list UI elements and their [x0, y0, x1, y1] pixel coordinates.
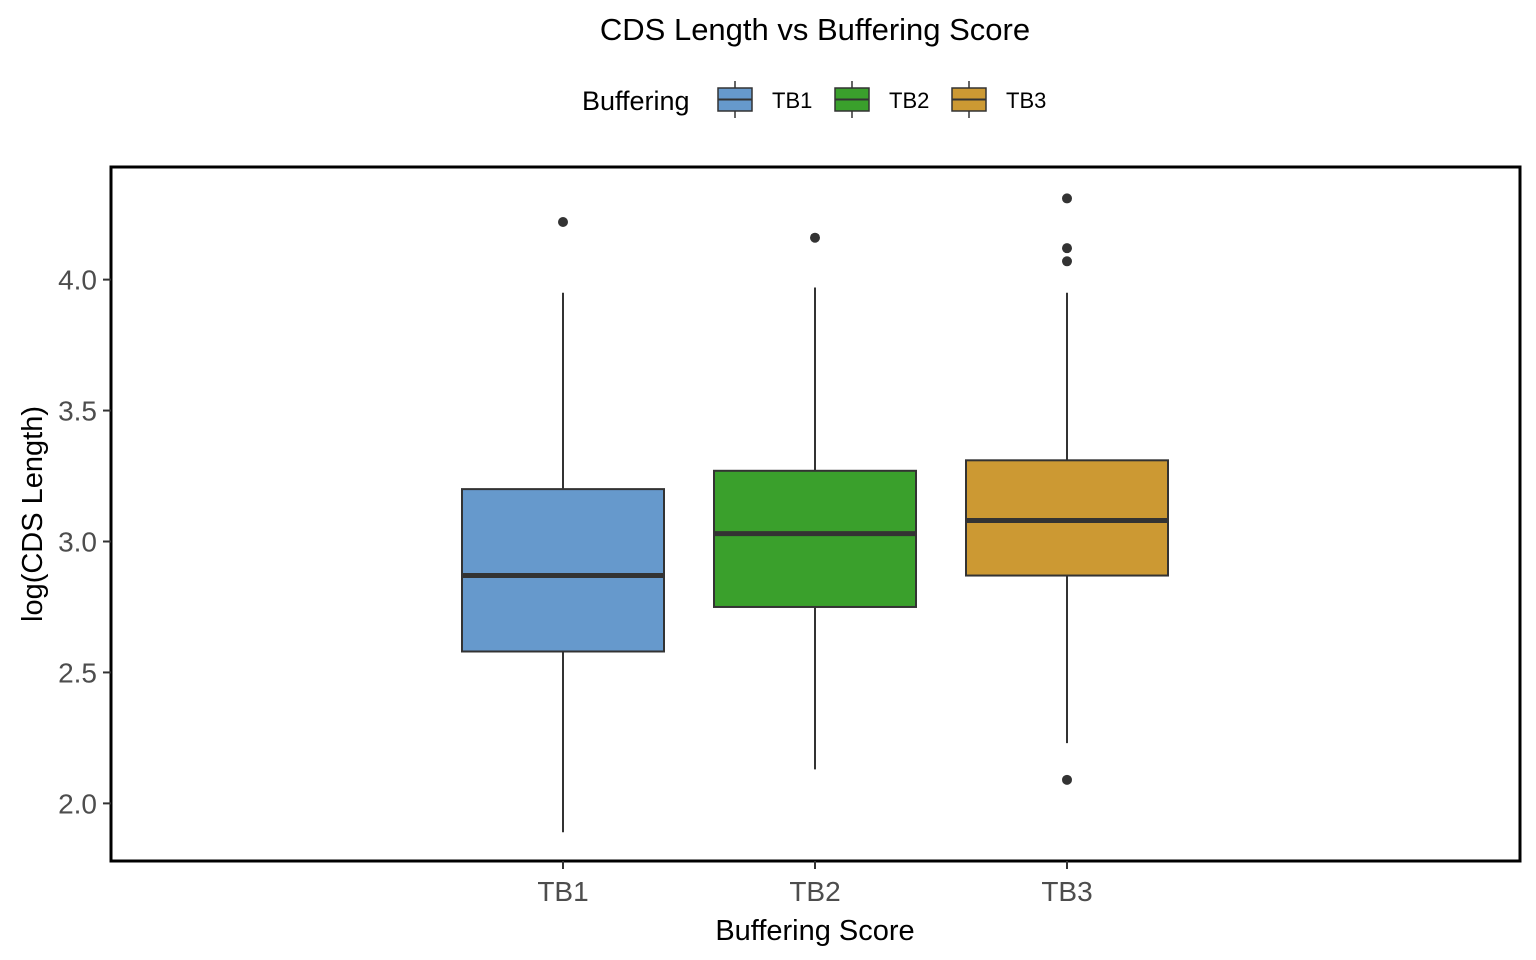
y-tick-label: 4.0: [58, 265, 97, 296]
outlier-point-tb1: [558, 216, 568, 227]
y-axis: 2.0 2.5 3.0 3.5 4.0: [58, 265, 111, 819]
legend-item-tb2: TB2: [834, 81, 929, 118]
boxplot-series-group: [461, 193, 1169, 833]
legend-item-tb3: TB3: [951, 81, 1046, 118]
box-tb2: [713, 232, 917, 770]
box-body-tb1: [461, 488, 665, 653]
outlier-point-tb3: [1062, 256, 1072, 267]
chart-title: CDS Length vs Buffering Score: [600, 12, 1030, 47]
legend-label-tb2: TB2: [889, 88, 929, 113]
x-tick-label: TB2: [789, 876, 840, 907]
x-tick-label: TB3: [1041, 876, 1092, 907]
box-tb3: [965, 193, 1169, 785]
legend-title: Buffering: [582, 86, 690, 116]
x-tick-label: TB1: [537, 876, 588, 907]
legend-item-tb1: TB1: [717, 81, 812, 118]
outlier-point-tb3: [1062, 774, 1072, 785]
outlier-point-tb3: [1062, 243, 1072, 254]
x-axis: TB1 TB2 TB3: [537, 861, 1093, 907]
box-body-tb2: [713, 469, 917, 608]
legend-label-tb1: TB1: [772, 88, 812, 113]
legend: Buffering TB1 TB2 TB3: [582, 81, 1046, 118]
y-tick-label: 3.0: [58, 526, 97, 557]
x-axis-title: Buffering Score: [715, 915, 914, 947]
outlier-point-tb3: [1062, 193, 1072, 204]
y-tick-label: 2.5: [58, 657, 97, 688]
y-axis-title: log(CDS Length): [17, 406, 49, 622]
outlier-point-tb2: [810, 232, 820, 243]
box-tb1: [461, 216, 665, 833]
y-tick-label: 3.5: [58, 396, 97, 427]
legend-label-tb3: TB3: [1006, 88, 1046, 113]
box-body-tb3: [965, 459, 1169, 577]
y-tick-label: 2.0: [58, 788, 97, 819]
